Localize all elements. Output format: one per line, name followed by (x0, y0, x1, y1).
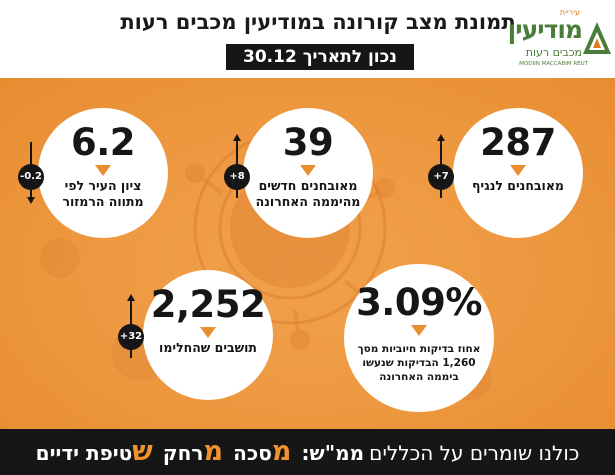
pointer-triangle-icon (510, 165, 526, 176)
city-logo: עיריית מודיעין מכבים רעות MODIIN MACCABI… (508, 6, 612, 72)
slogan-mamash: ממ"ש: (301, 441, 365, 465)
logo-main-text: מודיעין (507, 15, 583, 44)
recovered-change-badge: +32 (118, 324, 144, 350)
recovered-card: 2,252 תושבים שהחלימו (143, 270, 273, 400)
new-cases-label: מאובחנים חדשים מהיממה האחרונה (255, 178, 361, 209)
slogan-mask: סכה (233, 441, 272, 465)
slogan-distance-letter: מ (203, 436, 223, 467)
positive-rate-label: אחוז בדיקות חיוביות מסך 1,260 הבדיקות שנ… (357, 343, 481, 383)
logo-emblem-icon (583, 22, 611, 54)
logo-small-text: עיריית (559, 8, 580, 17)
footer-slogan: כולנו שומרים על הכללים ממ"ש: מסכה מרחק ש… (0, 429, 615, 475)
arrow-up-icon (127, 294, 135, 301)
page-title: תמונת מצב קורונה במודיעין מכבים רעות (120, 10, 516, 34)
infected-card: 287 מאובחנים לנגיף (453, 108, 583, 238)
pointer-triangle-icon (200, 327, 216, 338)
recovered-value: 2,252 (150, 283, 266, 326)
date-banner: נכון לתאריך 30.12 (226, 44, 414, 70)
city-score-change-badge: -0.2 (18, 164, 44, 190)
logo-sub-text: מכבים רעות (525, 46, 582, 59)
slogan-intro: כולנו שומרים על הכללים (369, 441, 580, 465)
slogan-handwash-letter: ש (132, 436, 153, 467)
slogan-mask-letter: מ (271, 436, 292, 467)
infected-label: מאובחנים לנגיף (472, 178, 564, 193)
arrow-up-icon (437, 134, 445, 141)
arrow-down-icon (27, 197, 35, 204)
pointer-triangle-icon (95, 165, 111, 176)
pointer-triangle-icon (300, 165, 316, 176)
recovered-label: תושבים שהחלימו (159, 340, 257, 355)
slogan-handwash: טיפת ידיים (35, 441, 133, 465)
city-score-label: ציון העיר לפי מתווה הרמזור (62, 178, 144, 209)
infected-change-badge: +7 (428, 164, 454, 190)
stats-panel: 287 מאובחנים לנגיף +7 39 מאובחנים חדשים … (0, 78, 615, 429)
infected-value: 287 (480, 121, 556, 164)
arrow-up-icon (233, 134, 241, 141)
pointer-triangle-icon (411, 325, 427, 336)
positive-rate-card: 3.09% אחוז בדיקות חיוביות מסך 1,260 הבדי… (344, 264, 494, 412)
new-cases-value: 39 (282, 121, 334, 164)
new-cases-card: 39 מאובחנים חדשים מהיממה האחרונה (243, 108, 373, 238)
header: תמונת מצב קורונה במודיעין מכבים רעות נכו… (0, 0, 615, 78)
positive-rate-value: 3.09% (356, 281, 482, 324)
new-cases-change-badge: +8 (224, 164, 250, 190)
slogan-distance: רחק (162, 441, 204, 465)
city-score-value: 6.2 (70, 121, 136, 164)
logo-english-text: MODIIN MACCABIM REUT (519, 61, 588, 67)
city-score-card: 6.2 ציון העיר לפי מתווה הרמזור (38, 108, 168, 238)
